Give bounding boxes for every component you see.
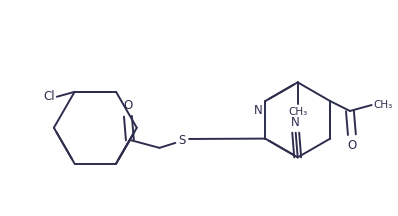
Text: CH₃: CH₃: [288, 107, 307, 117]
Text: N: N: [254, 104, 262, 117]
Text: N: N: [291, 116, 300, 129]
Text: CH₃: CH₃: [374, 100, 393, 110]
Text: O: O: [123, 99, 133, 112]
Text: Cl: Cl: [43, 90, 55, 103]
Text: S: S: [179, 134, 186, 148]
Text: O: O: [347, 139, 357, 152]
